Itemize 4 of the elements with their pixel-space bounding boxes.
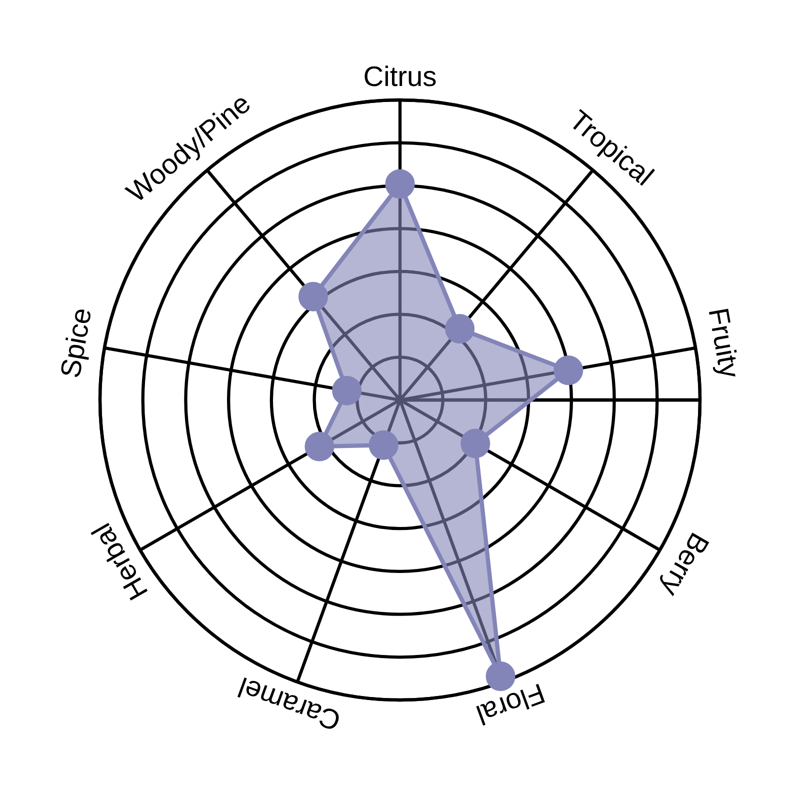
spoke-label: Fruity xyxy=(709,308,737,376)
spoke-label: Spice xyxy=(61,310,90,378)
spoke-label: Floral xyxy=(476,684,545,726)
spoke-label: Citrus xyxy=(364,66,436,86)
